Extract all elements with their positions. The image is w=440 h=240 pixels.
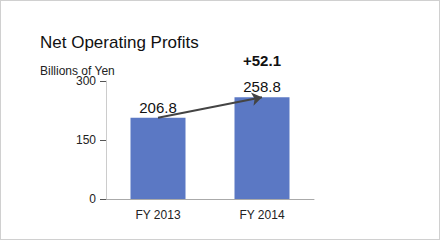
svg-text:206.8: 206.8 <box>139 99 177 116</box>
svg-text:258.8: 258.8 <box>243 78 281 95</box>
svg-text:0: 0 <box>89 192 96 206</box>
svg-text:+52.1: +52.1 <box>243 52 281 69</box>
svg-text:150: 150 <box>76 133 96 147</box>
svg-text:FY 2014: FY 2014 <box>239 208 284 222</box>
svg-text:300: 300 <box>76 74 96 88</box>
svg-text:Billions of Yen: Billions of Yen <box>40 64 115 78</box>
svg-text:Net Operating Profits: Net Operating Profits <box>40 33 199 52</box>
svg-text:FY 2013: FY 2013 <box>135 208 180 222</box>
